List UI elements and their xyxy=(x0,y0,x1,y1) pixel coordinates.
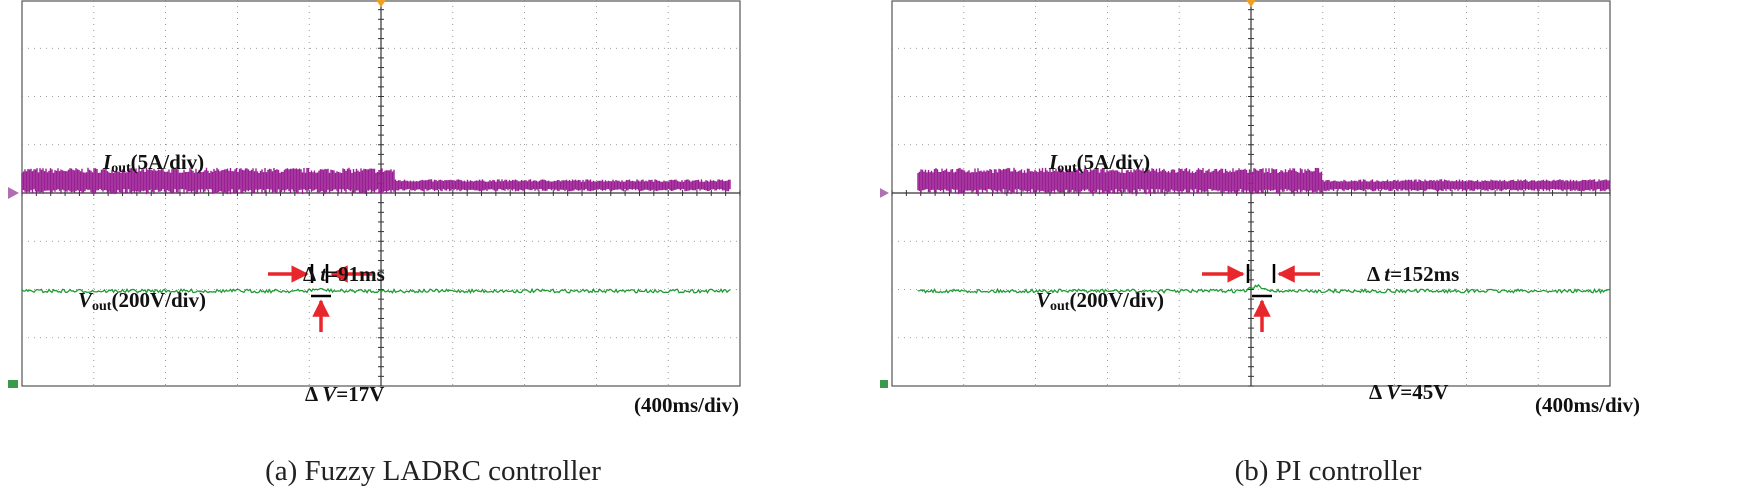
delta-v-label: Δ V=45V xyxy=(1369,380,1449,404)
current-trace-label: Iout(5A/div) xyxy=(103,150,205,176)
oscilloscope-screen xyxy=(8,0,741,388)
timebase-label: (400ms/div) xyxy=(1535,393,1640,417)
delta-t-label: Δ t=152ms xyxy=(1367,262,1460,286)
panel-pi: Iout(5A/div) Vout(200V/div) Δ t=152ms Δ … xyxy=(880,0,1710,496)
voltage-trace xyxy=(917,283,1610,295)
trigger-marker xyxy=(1246,0,1256,7)
current-trace xyxy=(917,167,1611,195)
channel-marker-current xyxy=(880,188,889,198)
trigger-marker xyxy=(376,0,386,7)
delta-v-label: Δ V=17V xyxy=(305,382,385,406)
channel-marker-voltage xyxy=(880,380,888,388)
oscilloscope-screen xyxy=(880,0,1611,388)
caption: (b) PI controller xyxy=(1234,455,1422,487)
channel-marker-current xyxy=(8,187,19,199)
panel-fuzzy-ladrc: Iout(5A/div) Vout(200V/div) Δ t=91ms Δ V… xyxy=(0,0,830,496)
channel-marker-voltage xyxy=(8,380,18,388)
delta-t-label: Δ t=91ms xyxy=(303,262,385,286)
voltage-trace-label: Vout(200V/div) xyxy=(1036,288,1164,314)
timebase-label: (400ms/div) xyxy=(634,393,739,417)
current-trace-label: Iout(5A/div) xyxy=(1049,150,1151,176)
current-trace xyxy=(21,167,731,195)
caption: (a) Fuzzy LADRC controller xyxy=(265,455,601,487)
voltage-trace-label: Vout(200V/div) xyxy=(78,288,206,314)
voltage-trace xyxy=(21,287,731,295)
